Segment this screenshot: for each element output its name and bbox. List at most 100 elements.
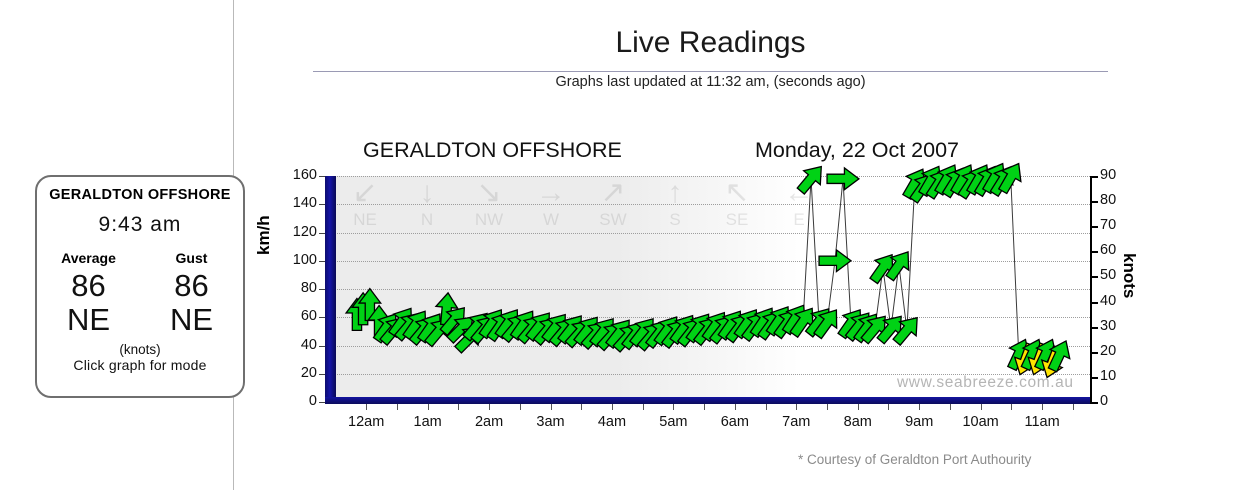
- arrow-glyph-icon: [1047, 339, 1071, 373]
- gust-direction: NE: [169, 302, 214, 337]
- arrow-glyph-icon: [812, 309, 838, 340]
- x-tick-mark: [796, 404, 798, 410]
- y-tick-mark-left: [319, 289, 325, 290]
- gridline: [325, 345, 1090, 348]
- x-tick-label: 8am: [843, 414, 872, 430]
- x-tick-label: 11am: [1024, 414, 1060, 430]
- y-tick-mark-right: [1092, 402, 1098, 404]
- x-tick-label: 9am: [905, 414, 934, 430]
- arrow-glyph-icon: [997, 162, 1022, 195]
- gust-value: 86: [174, 268, 209, 303]
- y-axis-bar-left: [325, 176, 336, 404]
- y-axis-line-right: [1090, 176, 1092, 404]
- y-tick-label-left: 40: [300, 336, 317, 353]
- average-label: Average: [61, 250, 116, 266]
- arrow-glyph-icon: [818, 248, 853, 273]
- chart-station-title: GERALDTON OFFSHORE: [363, 138, 622, 162]
- stat-direction-row: NE NE: [37, 302, 243, 338]
- gridline: [325, 232, 1090, 235]
- y-tick-mark-right: [1092, 376, 1098, 379]
- y-tick-mark-left: [319, 317, 325, 319]
- x-tick-label: 5am: [659, 414, 688, 430]
- x-tick-label: 4am: [597, 414, 627, 430]
- x-tick-mark: [919, 404, 921, 410]
- x-tick-mark: [366, 404, 368, 410]
- y-tick-mark-right: [1092, 351, 1098, 354]
- y-tick-label-left: 140: [292, 195, 317, 212]
- gridline: [325, 260, 1090, 263]
- y-tick-label-left: 160: [292, 167, 317, 183]
- station-summary-card[interactable]: GERALDTON OFFSHORE 9:43 am Average Gust …: [35, 175, 245, 398]
- y-tick-mark-right: [1092, 326, 1098, 329]
- x-tick-label: 2am: [474, 414, 504, 430]
- x-tick-mark: [949, 404, 951, 410]
- wind-direction-arrow: [818, 248, 853, 273]
- y-tick-label-right: 0: [1100, 393, 1109, 409]
- y-tick-label-right: 50: [1100, 267, 1117, 284]
- x-tick-mark: [673, 404, 675, 410]
- wind-direction-arrow: [796, 165, 822, 195]
- gridline: [325, 204, 1090, 206]
- arrow-glyph-icon: [892, 316, 918, 347]
- wind-direction-arrow: [892, 316, 918, 347]
- x-tick-mark: [1042, 404, 1044, 410]
- y-tick-label-right: 10: [1100, 367, 1117, 384]
- x-tick-mark: [1011, 404, 1013, 410]
- station-mode-hint: Click graph for mode: [73, 357, 207, 373]
- y-tick-label-right: 40: [1100, 292, 1117, 309]
- wind-chart-plot[interactable]: ↙NE↓N↘NW→W↗SW↑S↖SE←E www.seabreeze.com.a…: [325, 162, 1090, 402]
- arrow-glyph-icon: [826, 166, 861, 192]
- x-tick-label: 6am: [720, 414, 749, 430]
- y-tick-mark-right: [1092, 251, 1098, 254]
- site-watermark: www.seabreeze.com.au: [897, 374, 1074, 391]
- y-tick-mark-right: [1092, 176, 1098, 178]
- wind-direction-arrow: [885, 251, 910, 282]
- wind-direction-arrow: [997, 162, 1022, 195]
- y-tick-label-right: 90: [1100, 167, 1117, 183]
- y-tick-label-right: 60: [1100, 242, 1117, 259]
- stat-value-row: 86 86: [37, 268, 243, 304]
- y-tick-mark-left: [319, 204, 325, 206]
- title-rule: [313, 71, 1108, 72]
- x-tick-mark: [734, 404, 736, 410]
- wind-direction-arrow: [812, 309, 838, 340]
- y-tick-label-left: 100: [292, 251, 317, 268]
- x-tick-label: 1am: [413, 414, 442, 430]
- x-tick-mark: [704, 404, 706, 410]
- x-tick-mark: [888, 404, 890, 410]
- y-tick-mark-right: [1092, 301, 1098, 304]
- gridline: [325, 373, 1090, 376]
- x-tick-mark: [458, 404, 460, 410]
- average-value: 86: [71, 268, 106, 303]
- chart-date-title: Monday, 22 Oct 2007: [755, 138, 959, 162]
- x-tick-mark: [611, 404, 613, 410]
- x-tick-mark: [581, 404, 583, 410]
- y-tick-label-left: 80: [300, 280, 317, 296]
- average-direction: NE: [66, 302, 111, 337]
- y-tick-label-right: 80: [1100, 192, 1117, 209]
- y-tick-mark-right: [1092, 276, 1098, 279]
- x-tick-label: 12am: [348, 414, 385, 430]
- stat-header-row: Average Gust: [37, 250, 243, 266]
- y-tick-label-right: 20: [1100, 342, 1117, 359]
- x-tick-mark: [857, 404, 859, 410]
- arrow-glyph-icon: [885, 251, 910, 282]
- x-tick-label: 7am: [782, 414, 811, 430]
- y-tick-mark-left: [319, 232, 325, 234]
- y-tick-mark-left: [319, 260, 325, 262]
- wind-direction-arrow: [826, 166, 861, 192]
- y-tick-mark-right: [1092, 226, 1098, 229]
- station-reading-time: 9:43 am: [98, 213, 182, 236]
- last-updated-text: Graphs last updated at 11:32 am, (second…: [555, 74, 866, 90]
- courtesy-footnote: * Courtesy of Geraldton Port Authourity: [798, 452, 1032, 467]
- gridline: [325, 289, 1090, 291]
- arrow-glyph-icon: [796, 165, 822, 195]
- gridline: [325, 176, 1090, 178]
- y-tick-mark-left: [319, 373, 325, 375]
- wind-direction-arrow: [1047, 339, 1071, 373]
- y-tick-label-left: 20: [300, 364, 317, 381]
- station-units: (knots): [119, 342, 161, 357]
- x-tick-label: 3am: [536, 414, 565, 430]
- wind-direction-arrow-markers: [344, 162, 1071, 379]
